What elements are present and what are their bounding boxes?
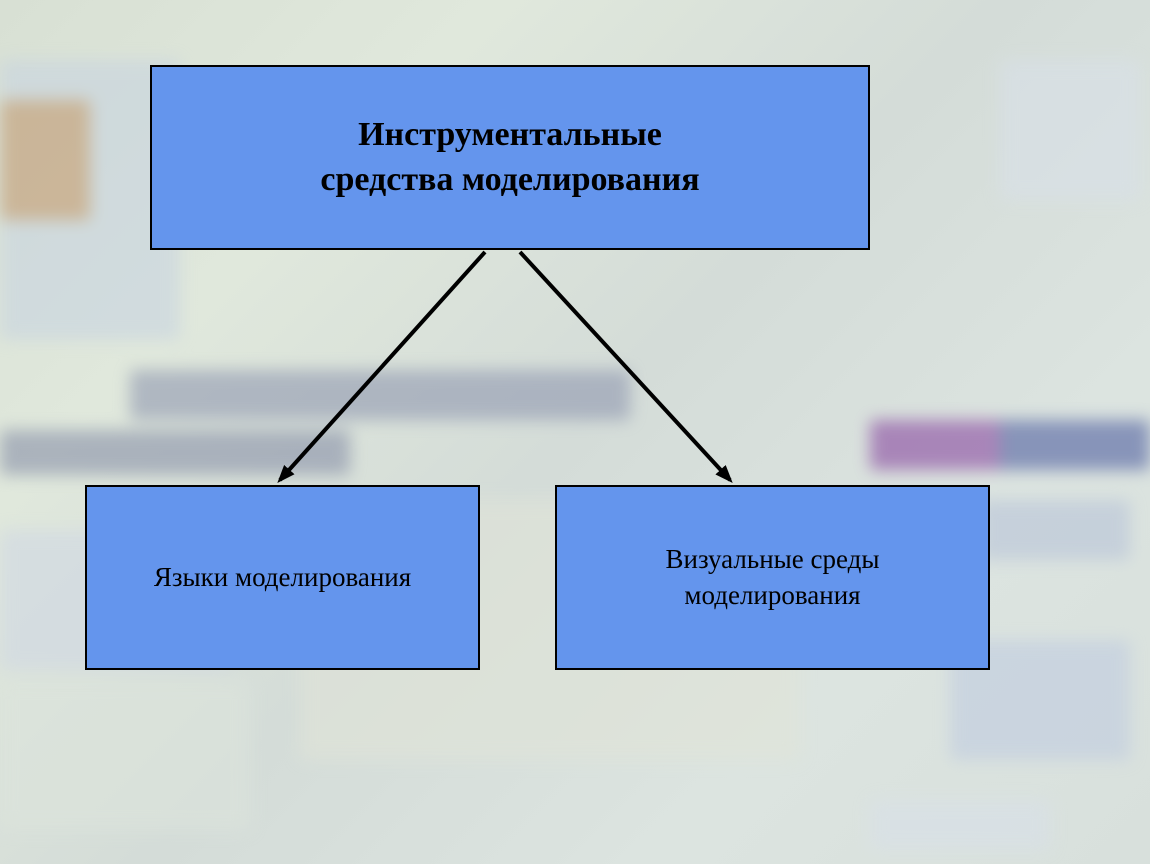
node-root-label: Инструментальные средства моделирования <box>320 113 699 201</box>
edge-root-right <box>520 252 730 480</box>
node-left-label: Языки моделирования <box>154 560 411 595</box>
diagram-container: Инструментальные средства моделирования Я… <box>0 0 1150 864</box>
node-left: Языки моделирования <box>85 485 480 670</box>
edge-root-left <box>280 252 485 480</box>
node-right-label: Визуальные среды моделирования <box>665 542 879 612</box>
node-root: Инструментальные средства моделирования <box>150 65 870 250</box>
node-right: Визуальные среды моделирования <box>555 485 990 670</box>
